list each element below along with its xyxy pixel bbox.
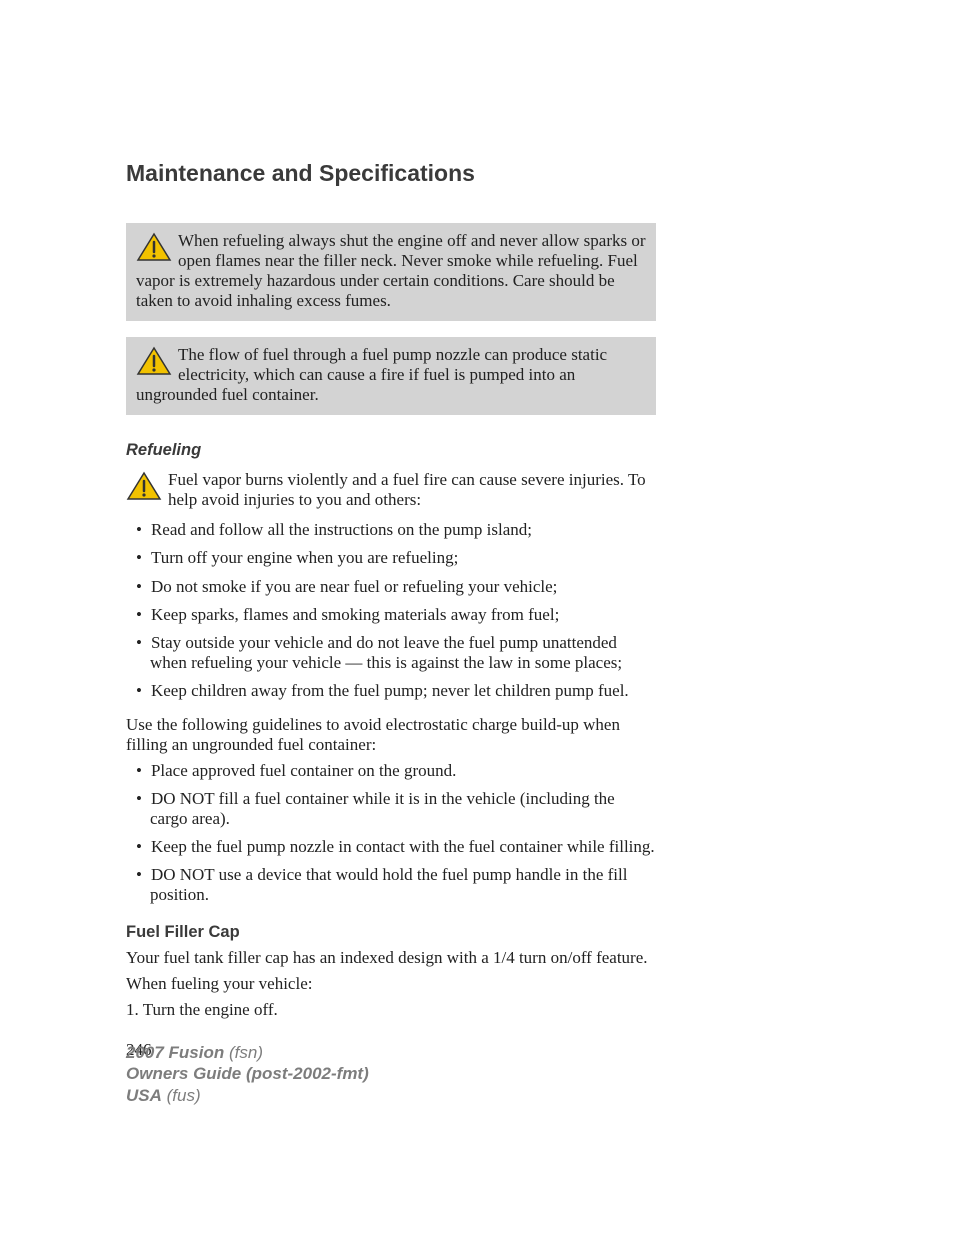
list-item: Do not smoke if you are near fuel or ref… bbox=[126, 577, 656, 597]
section-title: Maintenance and Specifications bbox=[126, 160, 656, 187]
warning-box-2: The flow of fuel through a fuel pump noz… bbox=[126, 337, 656, 415]
filler-cap-p1: Your fuel tank filler cap has an indexed… bbox=[126, 948, 656, 968]
filler-cap-heading: Fuel Filler Cap bbox=[126, 923, 656, 942]
footer-guide: Owners Guide (post-2002-fmt) bbox=[126, 1064, 369, 1083]
warning-triangle-icon bbox=[136, 346, 172, 376]
footer-region: USA bbox=[126, 1086, 162, 1105]
list-item: Keep children away from the fuel pump; n… bbox=[126, 681, 656, 701]
warning-text: Fuel vapor burns violently and a fuel fi… bbox=[168, 470, 646, 509]
refueling-heading: Refueling bbox=[126, 441, 656, 460]
filler-cap-step1: 1. Turn the engine off. bbox=[126, 1000, 656, 1020]
warning-text: When refueling always shut the engine of… bbox=[136, 231, 646, 310]
footer-line-1: 2007 Fusion (fsn) bbox=[126, 1042, 369, 1063]
footer-code: (fsn) bbox=[229, 1043, 263, 1062]
list-item: Stay outside your vehicle and do not lea… bbox=[126, 633, 656, 673]
warning-box-3: Fuel vapor burns violently and a fuel fi… bbox=[126, 470, 656, 510]
list-item: DO NOT use a device that would hold the … bbox=[126, 865, 656, 905]
warning-triangle-icon bbox=[126, 471, 162, 501]
warning-box-1: When refueling always shut the engine of… bbox=[126, 223, 656, 321]
warning-triangle-icon bbox=[136, 232, 172, 262]
footer-region-code: (fus) bbox=[167, 1086, 201, 1105]
footer-line-2: Owners Guide (post-2002-fmt) bbox=[126, 1063, 369, 1084]
filler-cap-p2: When fueling your vehicle: bbox=[126, 974, 656, 994]
footer: 2007 Fusion (fsn) Owners Guide (post-200… bbox=[126, 1042, 369, 1106]
list-item: Keep the fuel pump nozzle in contact wit… bbox=[126, 837, 656, 857]
electrostatic-intro: Use the following guidelines to avoid el… bbox=[126, 715, 656, 755]
footer-line-3: USA (fus) bbox=[126, 1085, 369, 1106]
list-item: Turn off your engine when you are refuel… bbox=[126, 548, 656, 568]
footer-model: 2007 Fusion bbox=[126, 1043, 224, 1062]
refueling-bullets: Read and follow all the instructions on … bbox=[126, 520, 656, 700]
list-item: Read and follow all the instructions on … bbox=[126, 520, 656, 540]
list-item: Keep sparks, flames and smoking material… bbox=[126, 605, 656, 625]
list-item: DO NOT fill a fuel container while it is… bbox=[126, 789, 656, 829]
electrostatic-bullets: Place approved fuel container on the gro… bbox=[126, 761, 656, 905]
list-item: Place approved fuel container on the gro… bbox=[126, 761, 656, 781]
warning-text: The flow of fuel through a fuel pump noz… bbox=[136, 345, 607, 404]
page-content: Maintenance and Specifications When refu… bbox=[126, 160, 656, 1060]
